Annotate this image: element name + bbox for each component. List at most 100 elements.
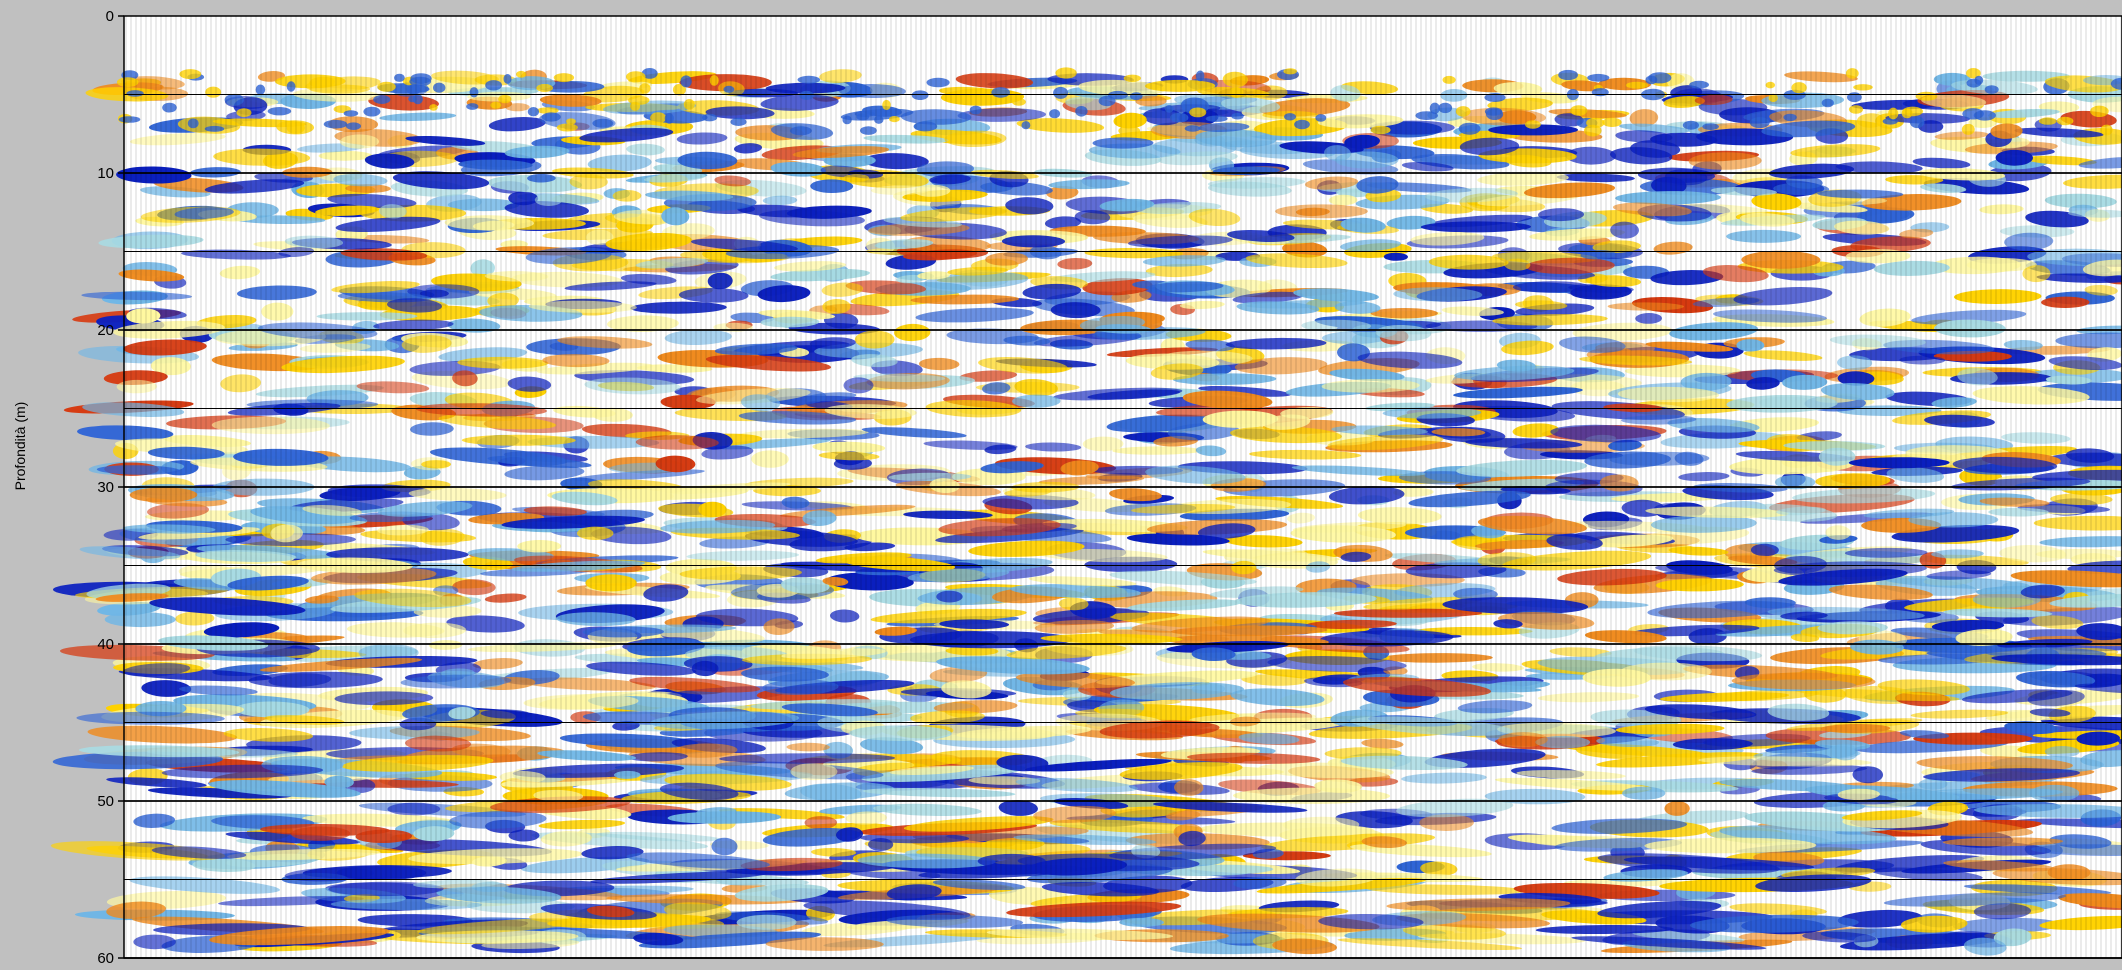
amplitude-blob [227,575,309,591]
amplitude-blob [1112,446,1203,455]
amplitude-blob [836,827,863,842]
amplitude-blob [1549,647,1612,658]
amplitude-blob [1321,379,1420,393]
amplitude-blob [2063,174,2122,189]
amplitude-blob [151,846,247,859]
amplitude-blob [947,266,1009,276]
amplitude-blob [1733,286,1833,306]
amplitude-blob [711,837,738,856]
amplitude-blob [1817,189,1904,199]
amplitude-blob [408,848,583,865]
amplitude-blob [1853,84,1873,91]
amplitude-blob [1702,265,1769,283]
amplitude-blob [1158,151,1238,166]
amplitude-blob [2049,593,2122,608]
amplitude-blob [1442,597,1589,615]
amplitude-blob [2090,105,2109,118]
amplitude-blob [655,455,696,473]
amplitude-blob [2068,209,2122,218]
amplitude-blob [1587,73,1610,82]
amplitude-blob [1915,91,1938,101]
amplitude-blob [843,377,874,394]
amplitude-blob [1631,624,1760,637]
amplitude-blob [1746,377,1780,390]
amplitude-blob [863,153,929,170]
amplitude-blob [824,404,917,419]
amplitude-blob [2029,708,2071,717]
amplitude-blob [607,315,679,333]
amplitude-blob [286,81,296,92]
amplitude-blob [1612,202,1692,217]
amplitude-blob [118,116,141,123]
amplitude-blob [1755,874,1872,892]
amplitude-blob [1831,743,1859,761]
amplitude-blob [1934,131,1989,140]
amplitude-blob [1622,786,1666,800]
amplitude-blob [1930,256,2021,275]
amplitude-blob [97,602,161,616]
amplitude-blob [926,77,950,88]
amplitude-blob [1607,302,1684,311]
amplitude-blob [1317,114,1404,129]
amplitude-blob [1963,937,2007,956]
amplitude-blob [910,294,1020,305]
amplitude-blob [1912,157,1971,169]
amplitude-blob [504,201,589,218]
amplitude-blob [811,847,857,857]
amplitude-blob [1682,120,1699,130]
amplitude-blob [339,134,380,149]
amplitude-blob [1393,287,1483,302]
amplitude-blob [614,770,641,779]
amplitude-blob [1776,506,1827,516]
amplitude-blob [1315,114,1327,122]
amplitude-blob [944,130,1007,148]
amplitude-blob [488,117,546,132]
amplitude-blob [1597,900,1722,919]
amplitude-blob [331,280,420,294]
amplitude-blob [174,207,234,220]
amplitude-blob [1040,633,1183,644]
amplitude-blob [1145,263,1213,278]
amplitude-blob [643,584,689,602]
amplitude-blob [788,322,881,335]
amplitude-blob [1719,778,1862,792]
amplitude-blob [1487,97,1553,112]
amplitude-blob [660,519,776,534]
amplitude-blob [1230,688,1325,707]
amplitude-blob [1195,445,1227,457]
amplitude-blob [1118,125,1141,136]
amplitude-blob [1429,102,1440,115]
amplitude-blob [698,501,727,518]
amplitude-blob [1516,770,1626,780]
amplitude-blob [1621,414,1697,425]
amplitude-blob [1048,179,1130,190]
amplitude-blob [147,787,293,799]
amplitude-blob [849,725,952,742]
amplitude-blob [540,830,592,847]
amplitude-blob [1363,597,1482,610]
amplitude-blob [553,73,575,83]
amplitude-blob [126,90,144,97]
amplitude-blob [1092,137,1154,149]
amplitude-blob [1050,302,1101,319]
amplitude-blob [741,666,829,682]
amplitude-blob [129,876,280,894]
amplitude-blob [591,407,633,422]
amplitude-blob [1618,123,1690,134]
amplitude-blob [472,658,523,670]
amplitude-blob [955,73,1034,89]
amplitude-blob [1109,570,1257,586]
amplitude-blob [1920,183,1967,193]
amplitude-blob [1016,118,1105,133]
amplitude-blob [1396,798,1514,818]
amplitude-blob [533,789,583,802]
amplitude-blob [1014,378,1059,397]
amplitude-blob [452,370,478,387]
amplitude-blob [1282,241,1328,258]
amplitude-blob [487,175,582,193]
amplitude-blob [267,107,292,116]
amplitude-blob [1710,187,1777,196]
amplitude-blob [1844,547,1928,558]
amplitude-blob [213,148,311,166]
amplitude-blob [664,113,674,124]
